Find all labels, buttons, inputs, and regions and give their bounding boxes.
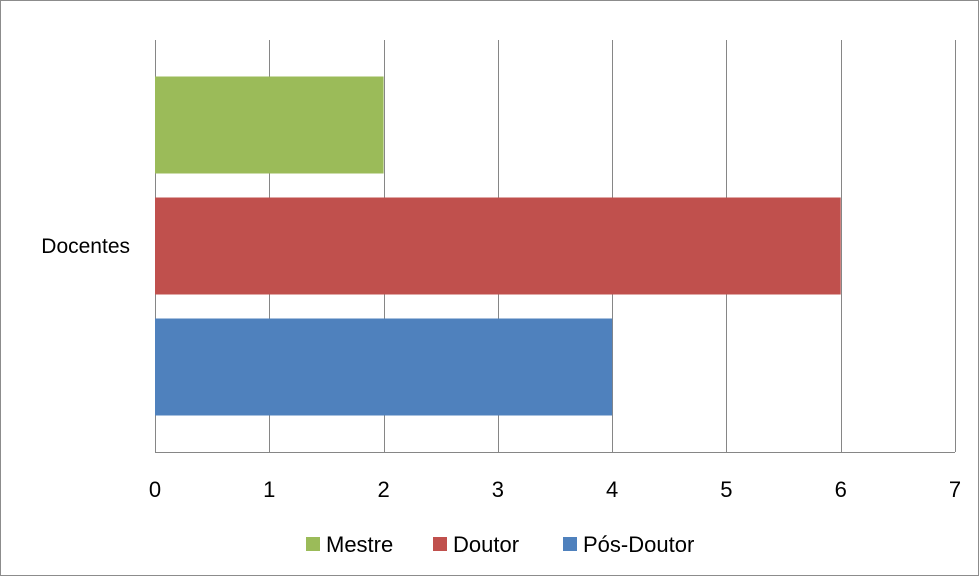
legend-swatch-doutor [433, 537, 447, 551]
x-tick-label-2: 2 [377, 477, 389, 502]
axes: 0 1 2 3 4 5 6 7 Docentes [41, 235, 961, 502]
legend-label-p-s-doutor: Pós-Doutor [583, 532, 694, 557]
bar-p-s-doutor-docentes [155, 318, 613, 416]
legend-swatch-p-s-doutor [563, 537, 577, 551]
legend-swatch-mestre [306, 537, 320, 551]
x-tick-label-0: 0 [149, 477, 161, 502]
x-tick-label-5: 5 [720, 477, 732, 502]
legend-label-doutor: Doutor [453, 532, 519, 557]
x-tick-label-6: 6 [835, 477, 847, 502]
x-tick-label-1: 1 [263, 477, 275, 502]
bars [155, 76, 841, 416]
x-tick-label-3: 3 [492, 477, 504, 502]
category-label-docentes: Docentes [41, 235, 130, 258]
x-tick-label-7: 7 [949, 477, 961, 502]
legend: Mestre Doutor Pós-Doutor [306, 532, 694, 557]
bar-doutor-docentes [155, 197, 841, 295]
bar-mestre-docentes [155, 76, 384, 174]
legend-label-mestre: Mestre [326, 532, 393, 557]
x-tick-label-4: 4 [606, 477, 618, 502]
